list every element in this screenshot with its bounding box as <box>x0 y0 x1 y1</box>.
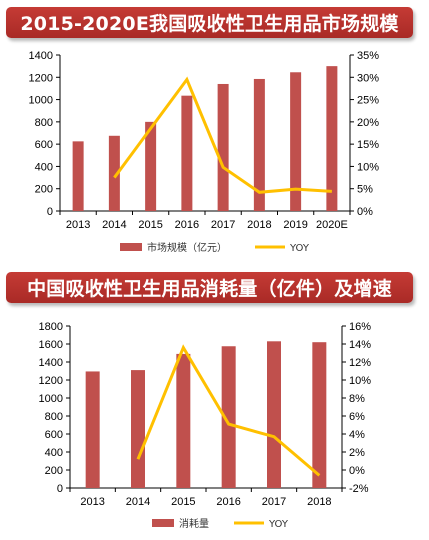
chart1-title: 2015-2020E我国吸收性卫生用品市场规模 <box>20 13 399 35</box>
y-right-tick-label: 25% <box>357 95 379 107</box>
x-tick-label: 2013 <box>66 219 90 231</box>
y-right-tick-label: 10% <box>357 161 379 173</box>
y-left-tick-label: 1200 <box>29 72 53 84</box>
y-left-tick-label: 1400 <box>29 50 53 62</box>
x-tick-label: 2017 <box>211 219 235 231</box>
bar <box>181 95 193 211</box>
y-left-tick-label: 800 <box>35 117 53 129</box>
x-tick-label: 2015 <box>171 496 195 508</box>
bar <box>176 353 191 488</box>
x-tick-label: 2014 <box>102 219 126 231</box>
y-left-tick-label: 1000 <box>39 393 63 405</box>
y-right-tick-label: 6% <box>349 411 365 423</box>
x-tick-label: 2017 <box>262 496 286 508</box>
bar <box>85 371 100 488</box>
y-left-tick-label: 200 <box>35 184 53 196</box>
y-left-tick-label: 1800 <box>39 321 63 333</box>
bar <box>267 341 281 488</box>
bar <box>72 141 84 211</box>
y-right-tick-label: 15% <box>357 139 379 151</box>
x-tick-label: 2018 <box>307 496 331 508</box>
y-left-tick-label: 200 <box>45 465 63 477</box>
y-right-tick-label: 8% <box>349 393 365 405</box>
y-right-tick-label: 2% <box>349 447 365 459</box>
y-right-tick-label: 5% <box>357 184 373 196</box>
x-tick-label: 2016 <box>216 496 240 508</box>
y-left-tick-label: 1000 <box>29 95 53 107</box>
y-right-tick-label: 30% <box>357 72 379 84</box>
y-right-tick-label: 20% <box>357 117 379 129</box>
market-size-chart: 0 200 400 600 800 1000 1200 1400 0% 5% 10% 15% 20% 25… <box>29 50 380 254</box>
legend-line-label: YOY <box>268 519 289 530</box>
y-right-tick-label: 35% <box>357 50 379 62</box>
chart2-title-banner: 中国吸收性卫生用品消耗量（亿件）及增速 <box>6 272 413 303</box>
y-left-tick-label: 600 <box>35 139 53 151</box>
chart1-title-banner: 2015-2020E我国吸收性卫生用品市场规模 <box>6 7 413 38</box>
legend-bar-swatch <box>152 519 174 527</box>
y-left-tick-label: 1200 <box>39 375 63 387</box>
y-right-tick-label: 4% <box>349 429 365 441</box>
x-tick-label: 2020E <box>316 219 348 231</box>
bar <box>290 72 302 211</box>
y-right-tick-label: 12% <box>349 357 371 369</box>
y-right-tick-label: 14% <box>349 339 371 351</box>
y-right-tick-label: 10% <box>349 375 371 387</box>
x-tick-label: 2016 <box>175 219 199 231</box>
legend-bar-label: 消耗量 <box>179 517 209 530</box>
y-left-tick-label: 1400 <box>39 357 63 369</box>
bar <box>253 78 265 211</box>
y-right-tick-label: 16% <box>349 321 371 333</box>
consumption-chart: 0 200 400 600 800 1000 1200 1400 1600 1800 -2% 0% 2%… <box>39 321 372 530</box>
y-left-tick-label: 400 <box>35 161 53 173</box>
y-right-tick-label: 0% <box>357 206 373 218</box>
x-tick-label: 2019 <box>283 219 307 231</box>
y-right-tick-label: -2% <box>349 483 369 495</box>
bar <box>312 342 327 488</box>
y-left-tick-label: 0 <box>57 483 63 495</box>
y-left-tick-label: 600 <box>45 429 63 441</box>
bar <box>145 121 157 211</box>
bar <box>108 135 120 211</box>
chart2-title: 中国吸收性卫生用品消耗量（亿件）及增速 <box>27 278 392 300</box>
x-tick-label: 2018 <box>247 219 271 231</box>
legend-bar-swatch <box>120 243 142 251</box>
legend-line-label: YOY <box>289 243 310 254</box>
x-tick-label: 2015 <box>138 219 162 231</box>
legend-bar-label: 市场规模（亿元） <box>147 241 227 254</box>
bar <box>326 66 338 211</box>
y-left-tick-label: 0 <box>47 206 53 218</box>
y-left-tick-label: 1600 <box>39 339 63 351</box>
y-right-tick-label: 0% <box>349 465 365 477</box>
bar <box>221 346 236 488</box>
bar <box>217 83 229 211</box>
bar <box>131 370 145 488</box>
x-tick-label: 2013 <box>80 496 104 508</box>
y-left-tick-label: 400 <box>45 447 63 459</box>
y-left-tick-label: 800 <box>45 411 63 423</box>
x-tick-label: 2014 <box>126 496 150 508</box>
